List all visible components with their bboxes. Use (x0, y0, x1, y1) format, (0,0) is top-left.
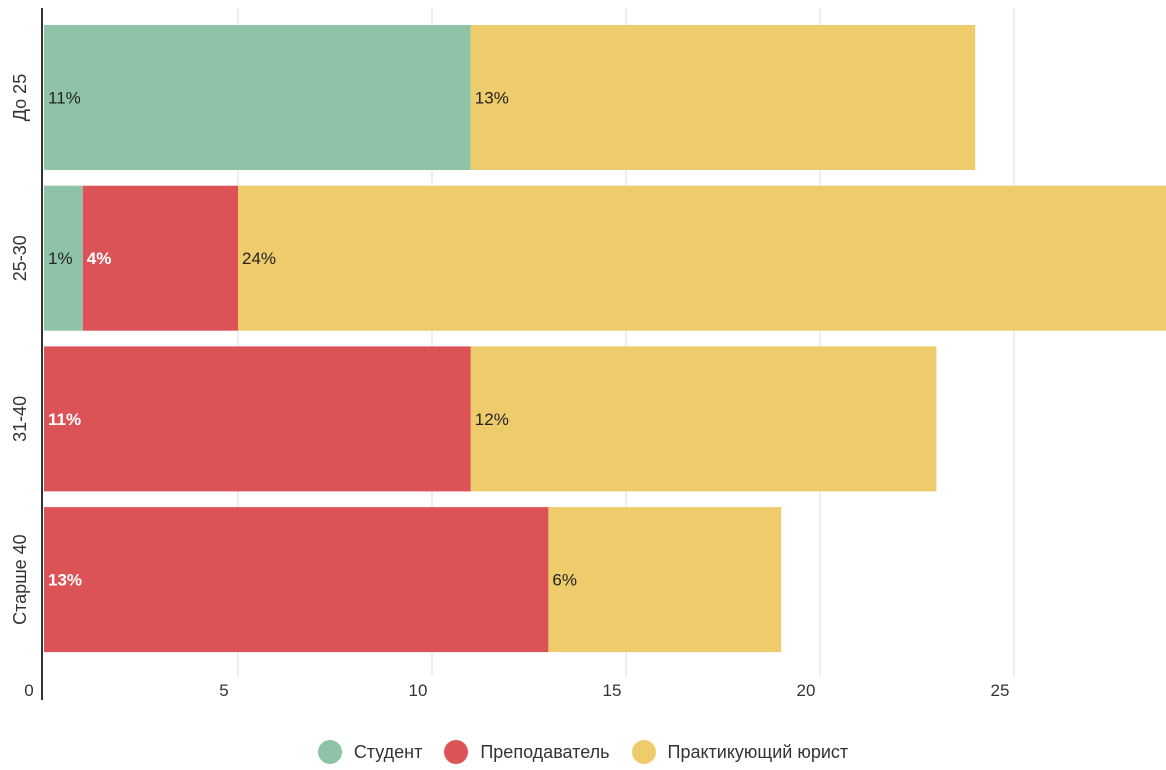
bar-label: 13% (475, 89, 509, 108)
category-label: Старше 40 (10, 534, 30, 625)
legend-item: Практикующий юрист (631, 740, 849, 764)
bar-segment (44, 25, 471, 170)
x-tick-label: 5 (219, 681, 228, 700)
bar-segment (470, 25, 976, 170)
category-label: До 25 (10, 74, 30, 121)
legend-item: Студент (317, 740, 423, 764)
legend-label: Преподаватель (480, 741, 610, 762)
legend-swatch (317, 740, 342, 764)
stacked-bar-chart: 11% 13% До 25 1% 4% 24% 25-30 11% 12% 31-40 13% 6% С… (10, 8, 1166, 700)
x-tick-label: 25 (991, 681, 1010, 700)
bar-label: 4% (87, 249, 112, 268)
category-label: 25-30 (10, 235, 30, 281)
bar-label: 1% (48, 249, 73, 268)
bar-label: 12% (475, 410, 509, 429)
x-tick-label: 10 (409, 681, 428, 700)
bar-segment (44, 185, 83, 331)
legend-swatch (631, 740, 656, 764)
bar-segment (44, 346, 471, 492)
legend: Студент Преподаватель Практикующий юрист (0, 734, 1166, 770)
bar-segment (548, 507, 782, 653)
bar-segment (44, 507, 549, 653)
legend-label: Практикующий юрист (667, 741, 849, 762)
x-tick-label: 15 (603, 681, 622, 700)
legend-swatch (444, 740, 469, 764)
category-label: 31-40 (10, 396, 30, 442)
bar-label: 11% (48, 89, 81, 108)
bar-segment (238, 185, 1166, 331)
x-tick-label: 0 (24, 681, 33, 700)
legend-item: Преподаватель (444, 740, 610, 764)
bar-label: 11% (48, 410, 81, 429)
bar-segment (82, 185, 238, 331)
x-tick-label: 20 (797, 681, 816, 700)
bar-label: 6% (552, 571, 577, 590)
legend-label: Студент (353, 741, 423, 762)
bar-segment (470, 346, 937, 492)
bar-label: 24% (242, 249, 276, 268)
bar-label: 13% (48, 571, 82, 590)
